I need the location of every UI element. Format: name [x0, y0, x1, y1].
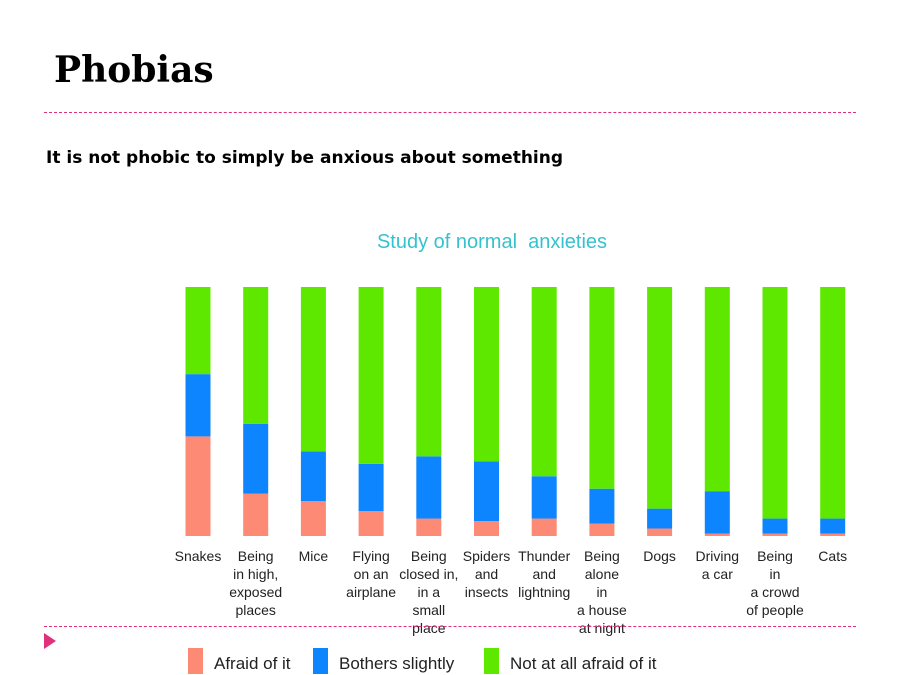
bar-being-alone-in-a-house-at-night-bothers-slightly [589, 488, 615, 524]
category-label: Mice [299, 548, 329, 564]
category-label-line: Being [757, 548, 793, 564]
bar-flying-on-an-airplane-bothers-slightly [358, 463, 384, 512]
bar-being-in-a-crowd-of-people-afraid-of-it [762, 533, 788, 536]
category-label: Spiders and insects [463, 548, 510, 600]
category-label-line: alone [585, 566, 619, 582]
category-label: Being in high, exposed places [229, 548, 282, 618]
category-label-line: in [770, 566, 781, 582]
category-label-line: Spiders [463, 548, 510, 564]
chart-title: Study of normal anxieties [377, 231, 607, 253]
bar-snakes-afraid-of-it [185, 436, 211, 536]
bar-being-in-a-crowd-of-people-bothers-slightly [762, 518, 788, 534]
category-label-line: Driving [696, 548, 740, 564]
bar-dogs-afraid-of-it [647, 528, 673, 536]
category-label-line: in high, [233, 566, 278, 582]
legend-label-not-at-all-afraid-of-it: Not at all afraid of it [510, 654, 657, 673]
category-label-line: Being [584, 548, 620, 564]
bar-cats-afraid-of-it [820, 533, 846, 536]
category-label-line: a car [702, 566, 733, 582]
bar-being-in-high-exposed-places-bothers-slightly [243, 423, 269, 494]
legend-swatch-afraid-of-it [188, 648, 203, 674]
legend-swatch-bothers-slightly [313, 648, 328, 674]
bar-driving-a-car-not-at-all-afraid-of-it [704, 287, 730, 492]
slide-subtitle: It is not phobic to simply be anxious ab… [46, 148, 564, 168]
category-label-line: exposed [229, 584, 282, 600]
category-label-line: Dogs [643, 548, 676, 564]
category-label: Snakes [175, 548, 222, 564]
category-label-line: on an [354, 566, 389, 582]
category-label: Being closed in, in a small place [399, 548, 458, 636]
category-labels: Snakes Being in high, exposed places Mice Flyi… [175, 548, 847, 636]
top-divider [44, 112, 856, 113]
bar-spiders-and-insects-afraid-of-it [474, 521, 499, 536]
bar-being-closed-in-in-a-small-place-afraid-of-it [416, 518, 442, 536]
bar-being-in-a-crowd-of-people-not-at-all-afraid-of-it [762, 287, 788, 519]
pink-arrow-marker-icon [44, 633, 56, 649]
bar-mice-afraid-of-it [300, 501, 326, 536]
category-label: Dogs [643, 548, 676, 564]
bar-being-in-high-exposed-places-not-at-all-afraid-of-it [243, 287, 269, 424]
bar-snakes-not-at-all-afraid-of-it [185, 287, 211, 375]
category-label-line: and [475, 566, 498, 582]
bar-cats-bothers-slightly [820, 518, 846, 534]
category-label: Being alone in a house at night [577, 548, 627, 636]
category-label: Being in a crowd of people [746, 548, 804, 618]
legend: Afraid of it Bothers slightly Not at all a… [188, 648, 657, 674]
category-label-line: Snakes [175, 548, 222, 564]
bar-mice-not-at-all-afraid-of-it [300, 287, 326, 452]
bars-group [185, 287, 846, 536]
bar-dogs-not-at-all-afraid-of-it [647, 287, 673, 509]
bar-spiders-and-insects-bothers-slightly [474, 461, 499, 522]
category-label: Cats [818, 548, 847, 564]
bar-being-alone-in-a-house-at-night-not-at-all-afraid-of-it [589, 287, 615, 489]
category-label-line: in a [418, 584, 441, 600]
bar-driving-a-car-bothers-slightly [704, 491, 730, 534]
category-label-line: Flying [352, 548, 389, 564]
category-label-line: airplane [346, 584, 396, 600]
bar-being-closed-in-in-a-small-place-not-at-all-afraid-of-it [416, 287, 442, 457]
bar-snakes-bothers-slightly [185, 374, 211, 437]
bar-thunder-and-lightning-afraid-of-it [531, 518, 557, 536]
category-label-line: Thunder [518, 548, 570, 564]
bar-cats-not-at-all-afraid-of-it [820, 287, 846, 519]
bottom-divider [44, 626, 856, 627]
category-label-line: a house [577, 602, 627, 618]
bar-spiders-and-insects-not-at-all-afraid-of-it [474, 287, 499, 462]
category-label-line: insects [465, 584, 509, 600]
category-label-line: place [412, 620, 446, 636]
category-label-line: lightning [518, 584, 570, 600]
category-label: Driving a car [696, 548, 740, 582]
legend-label-bothers-slightly: Bothers slightly [339, 654, 455, 673]
category-label-line: Being [411, 548, 447, 564]
category-label-line: small [412, 602, 445, 618]
category-label-line: of people [746, 602, 804, 618]
bar-flying-on-an-airplane-afraid-of-it [358, 511, 384, 536]
bar-mice-bothers-slightly [300, 451, 326, 502]
bar-thunder-and-lightning-not-at-all-afraid-of-it [531, 287, 557, 477]
slide-title: Phobias [54, 49, 214, 91]
legend-label-afraid-of-it: Afraid of it [214, 654, 291, 673]
bar-flying-on-an-airplane-not-at-all-afraid-of-it [358, 287, 384, 464]
category-label-line: a crowd [750, 584, 799, 600]
category-label-line: Cats [818, 548, 847, 564]
category-label-line: places [235, 602, 275, 618]
category-label-line: and [533, 566, 556, 582]
category-label: Flying on an airplane [346, 548, 396, 600]
category-label-line: Being [238, 548, 274, 564]
category-label: Thunder and lightning [518, 548, 570, 600]
category-label-line: at night [579, 620, 625, 636]
bar-being-in-high-exposed-places-afraid-of-it [243, 493, 269, 536]
bar-being-closed-in-in-a-small-place-bothers-slightly [416, 456, 442, 519]
legend-swatch-not-at-all-afraid-of-it [484, 648, 499, 674]
bar-being-alone-in-a-house-at-night-afraid-of-it [589, 523, 615, 536]
category-label-line: closed in, [399, 566, 458, 582]
bar-driving-a-car-afraid-of-it [704, 533, 730, 536]
category-label-line: in [596, 584, 607, 600]
bar-dogs-bothers-slightly [647, 508, 673, 529]
category-label-line: Mice [299, 548, 329, 564]
bar-thunder-and-lightning-bothers-slightly [531, 476, 557, 519]
